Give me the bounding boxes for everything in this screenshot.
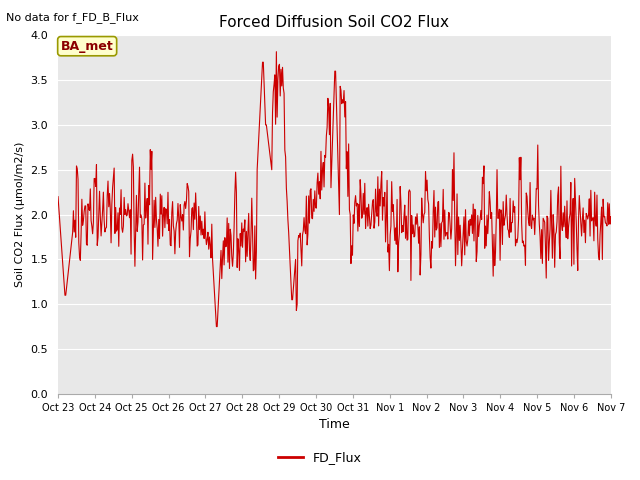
Text: BA_met: BA_met: [61, 40, 113, 53]
Legend: FD_Flux: FD_Flux: [273, 446, 367, 469]
Title: Forced Diffusion Soil CO2 Flux: Forced Diffusion Soil CO2 Flux: [220, 15, 449, 30]
Text: No data for f_FD_B_Flux: No data for f_FD_B_Flux: [6, 12, 140, 23]
Y-axis label: Soil CO2 Flux (μmol/m2/s): Soil CO2 Flux (μmol/m2/s): [15, 142, 25, 287]
X-axis label: Time: Time: [319, 419, 350, 432]
